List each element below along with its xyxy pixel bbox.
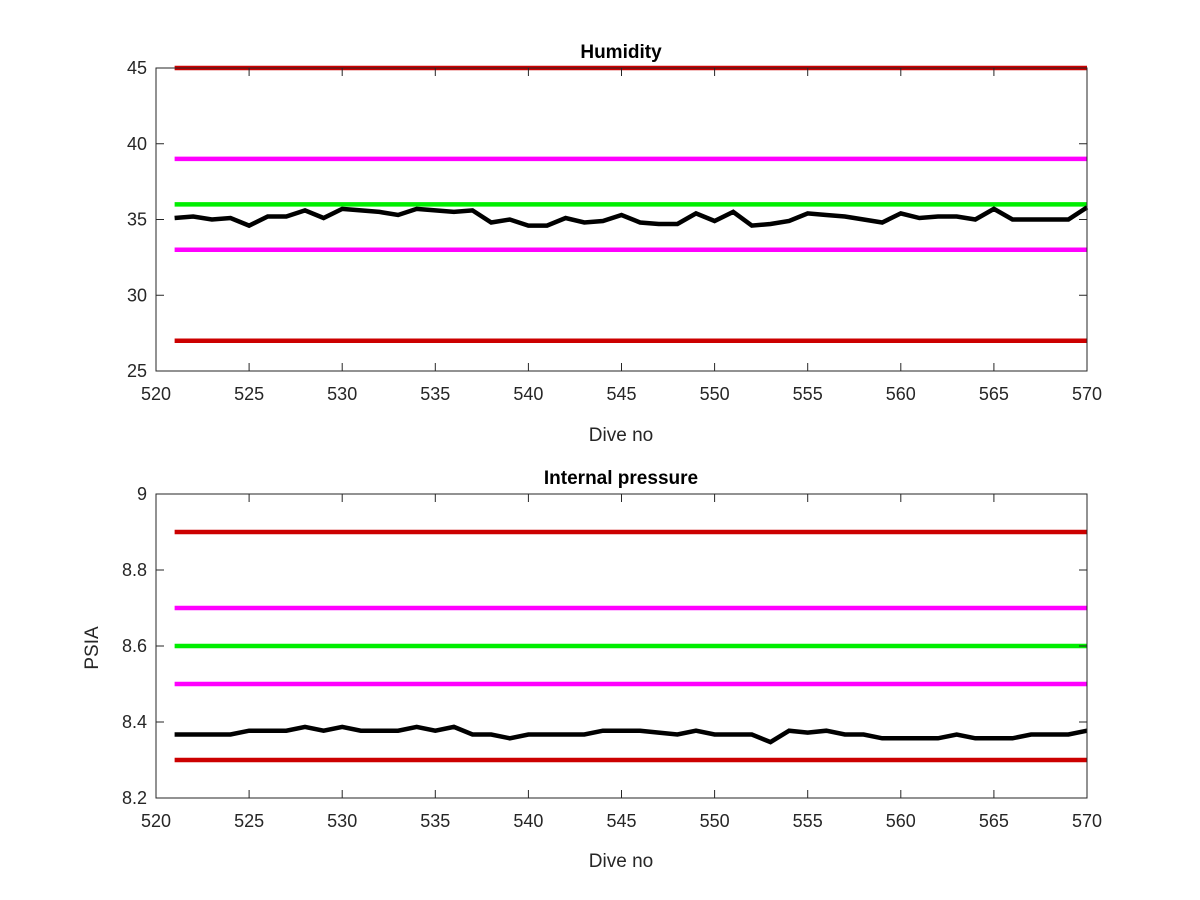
humidity-title: Humidity <box>580 42 662 63</box>
pressure-series <box>174 724 1088 745</box>
humidity-x-tick-label: 540 <box>513 384 543 404</box>
pressure-y-axis-label: PSIA <box>82 626 103 670</box>
internal-pressure-chart: Internal pressure Dive no PSIA 520 525 530… <box>82 468 1102 872</box>
humidity-x-tick-label: 550 <box>700 384 730 404</box>
humidity-chart: Humidity Dive no 520 525 530 535 540 545 550 55… <box>127 42 1102 446</box>
pressure-x-tick-label: 565 <box>979 811 1009 831</box>
humidity-x-tick-label: 555 <box>793 384 823 404</box>
humidity-x-tick-label: 565 <box>979 384 1009 404</box>
humidity-x-tick-label: 530 <box>327 384 357 404</box>
pressure-y-tick-label: 8.4 <box>122 712 147 732</box>
pressure-x-tick-label: 555 <box>793 811 823 831</box>
humidity-x-axis-label: Dive no <box>589 425 653 446</box>
humidity-y-tick-label: 45 <box>127 58 147 78</box>
pressure-x-tick-label: 570 <box>1072 811 1102 831</box>
pressure-y-tick-label: 8.6 <box>122 636 147 656</box>
pressure-x-tick-label: 525 <box>234 811 264 831</box>
pressure-x-tick-label: 560 <box>886 811 916 831</box>
humidity-series <box>174 205 1089 229</box>
pressure-x-tick-label: 550 <box>700 811 730 831</box>
pressure-y-tick-label: 8.8 <box>122 560 147 580</box>
pressure-axis-ticks: 520 525 530 535 540 545 550 555 560 565 570 8.2 8.4 8… <box>122 484 1102 831</box>
pressure-x-tick-label: 535 <box>420 811 450 831</box>
pressure-y-tick-label: 8.2 <box>122 788 147 808</box>
humidity-x-tick-label: 525 <box>234 384 264 404</box>
pressure-x-tick-label: 530 <box>327 811 357 831</box>
humidity-y-tick-label: 40 <box>127 134 147 154</box>
humidity-x-tick-label: 520 <box>141 384 171 404</box>
humidity-y-tick-label: 30 <box>127 285 147 305</box>
humidity-data-line-0 <box>174 205 1089 229</box>
humidity-x-tick-label: 570 <box>1072 384 1102 404</box>
humidity-x-tick-label: 535 <box>420 384 450 404</box>
pressure-title: Internal pressure <box>544 468 698 489</box>
humidity-y-tick-label: 25 <box>127 361 147 381</box>
pressure-x-tick-label: 520 <box>141 811 171 831</box>
humidity-y-tick-label: 35 <box>127 210 147 230</box>
pressure-reference-lines <box>174 529 1087 763</box>
humidity-axis-ticks: 520 525 530 535 540 545 550 555 560 565 570 25 30 35 4… <box>127 58 1102 404</box>
pressure-y-tick-label: 9 <box>137 484 147 504</box>
pressure-x-tick-label: 545 <box>606 811 636 831</box>
pressure-data-line-0 <box>174 724 1088 745</box>
pressure-x-axis-label: Dive no <box>589 851 653 872</box>
pressure-x-tick-label: 540 <box>513 811 543 831</box>
humidity-x-tick-label: 560 <box>886 384 916 404</box>
humidity-x-tick-label: 545 <box>606 384 636 404</box>
